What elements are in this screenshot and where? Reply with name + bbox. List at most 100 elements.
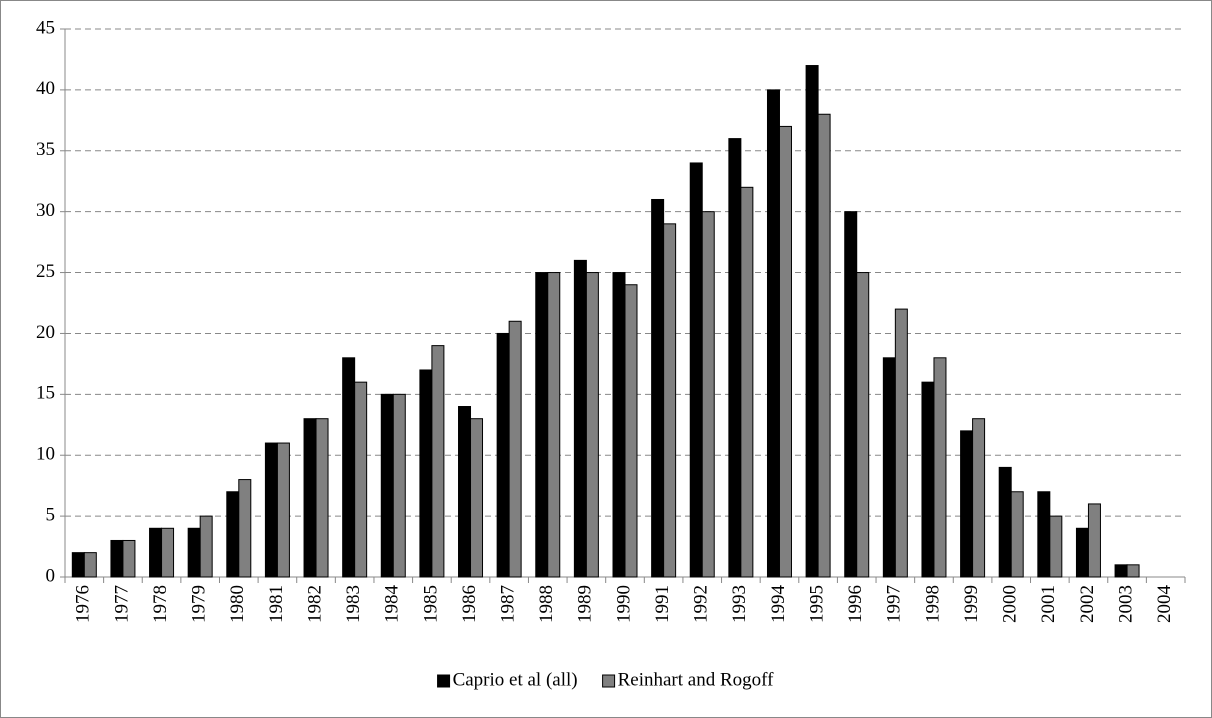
- bar: [1126, 564, 1140, 578]
- bar: [817, 113, 831, 578]
- bar: [1037, 491, 1051, 578]
- x-tick-label: 2003: [1115, 585, 1136, 623]
- x-tick-label: 1981: [266, 585, 287, 623]
- y-tick-label: 30: [36, 200, 55, 221]
- bar: [933, 357, 947, 578]
- bar: [894, 308, 908, 578]
- x-tick-label: 1980: [227, 585, 248, 623]
- bar: [470, 418, 484, 578]
- x-tick-label: 1991: [652, 585, 673, 623]
- bar: [856, 272, 870, 578]
- bar: [844, 211, 858, 578]
- bar: [624, 284, 638, 578]
- x-tick-label: 1995: [806, 585, 827, 623]
- x-tick-label: 2000: [1000, 585, 1021, 623]
- bar: [199, 515, 213, 578]
- x-tick-label: 2004: [1154, 585, 1175, 624]
- bar: [226, 491, 240, 578]
- y-tick-label: 25: [36, 261, 55, 282]
- bar: [1075, 527, 1089, 578]
- x-tick-label: 1988: [536, 585, 557, 623]
- x-tick-label: 1989: [575, 585, 596, 623]
- bar: [535, 272, 549, 578]
- bar: [805, 65, 819, 578]
- x-tick-label: 1999: [961, 585, 982, 623]
- bar: [161, 527, 175, 578]
- bar: [149, 527, 163, 578]
- bar: [496, 332, 510, 578]
- x-tick-label: 1990: [613, 585, 634, 623]
- bar: [778, 125, 792, 578]
- bar: [110, 539, 124, 578]
- bar: [1049, 515, 1063, 578]
- bar: [547, 272, 561, 578]
- bar: [315, 418, 329, 578]
- x-tick-label: 1998: [922, 585, 943, 623]
- y-tick-label: 45: [36, 17, 55, 38]
- x-tick-label: 1987: [497, 585, 518, 623]
- bar: [342, 357, 356, 578]
- bar: [1114, 564, 1128, 578]
- x-tick-label: 2002: [1077, 585, 1098, 623]
- x-tick-label: 1977: [111, 585, 132, 623]
- y-tick-label: 15: [36, 383, 55, 404]
- bar: [419, 369, 433, 578]
- bar: [71, 552, 85, 578]
- legend-swatch: [602, 674, 616, 688]
- bar: [585, 272, 599, 578]
- bar: [354, 381, 368, 578]
- bar: [83, 552, 97, 578]
- x-tick-label: 1979: [189, 585, 210, 623]
- bar: [276, 442, 290, 578]
- bar: [972, 418, 986, 578]
- x-tick-label: 1997: [884, 585, 905, 623]
- legend-label: Reinhart and Rogoff: [618, 669, 775, 690]
- x-tick-label: 1996: [845, 585, 866, 623]
- bar: [921, 381, 935, 578]
- x-tick-label: 1985: [420, 585, 441, 623]
- x-tick-label: 1984: [382, 585, 403, 624]
- bar: [740, 186, 754, 578]
- x-tick-label: 1976: [73, 585, 94, 623]
- bar: [1010, 491, 1024, 578]
- bar: [1087, 503, 1101, 578]
- bar: [998, 466, 1012, 578]
- bar: [392, 393, 406, 578]
- y-tick-label: 35: [36, 139, 55, 160]
- x-tick-label: 1992: [691, 585, 712, 623]
- bar: [380, 393, 394, 578]
- x-tick-label: 1993: [729, 585, 750, 623]
- y-tick-label: 0: [46, 565, 56, 586]
- bar: [122, 539, 136, 578]
- bar: [303, 418, 317, 578]
- legend-label: Caprio et al (all): [453, 669, 578, 690]
- y-tick-label: 20: [36, 322, 55, 343]
- x-tick-label: 1986: [459, 585, 480, 623]
- bar: [689, 162, 703, 578]
- y-tick-label: 10: [36, 444, 55, 465]
- bar: [663, 223, 677, 578]
- bar: [612, 272, 626, 578]
- y-tick-label: 5: [46, 504, 56, 525]
- x-tick-label: 1978: [150, 585, 171, 623]
- bar: [264, 442, 278, 578]
- bar: [882, 357, 896, 578]
- x-tick-label: 1982: [304, 585, 325, 623]
- x-tick-label: 1994: [768, 585, 789, 624]
- bar: [238, 479, 252, 578]
- bar: [960, 430, 974, 578]
- bar: [187, 527, 201, 578]
- x-tick-label: 1983: [343, 585, 364, 623]
- x-tick-label: 2001: [1038, 585, 1059, 623]
- bar: [508, 320, 522, 578]
- legend-swatch: [437, 674, 451, 688]
- bar: [431, 345, 445, 578]
- y-tick-label: 40: [36, 78, 55, 99]
- bar: [651, 198, 665, 578]
- bar: [573, 259, 587, 578]
- bar: [728, 138, 742, 578]
- bar: [701, 211, 715, 578]
